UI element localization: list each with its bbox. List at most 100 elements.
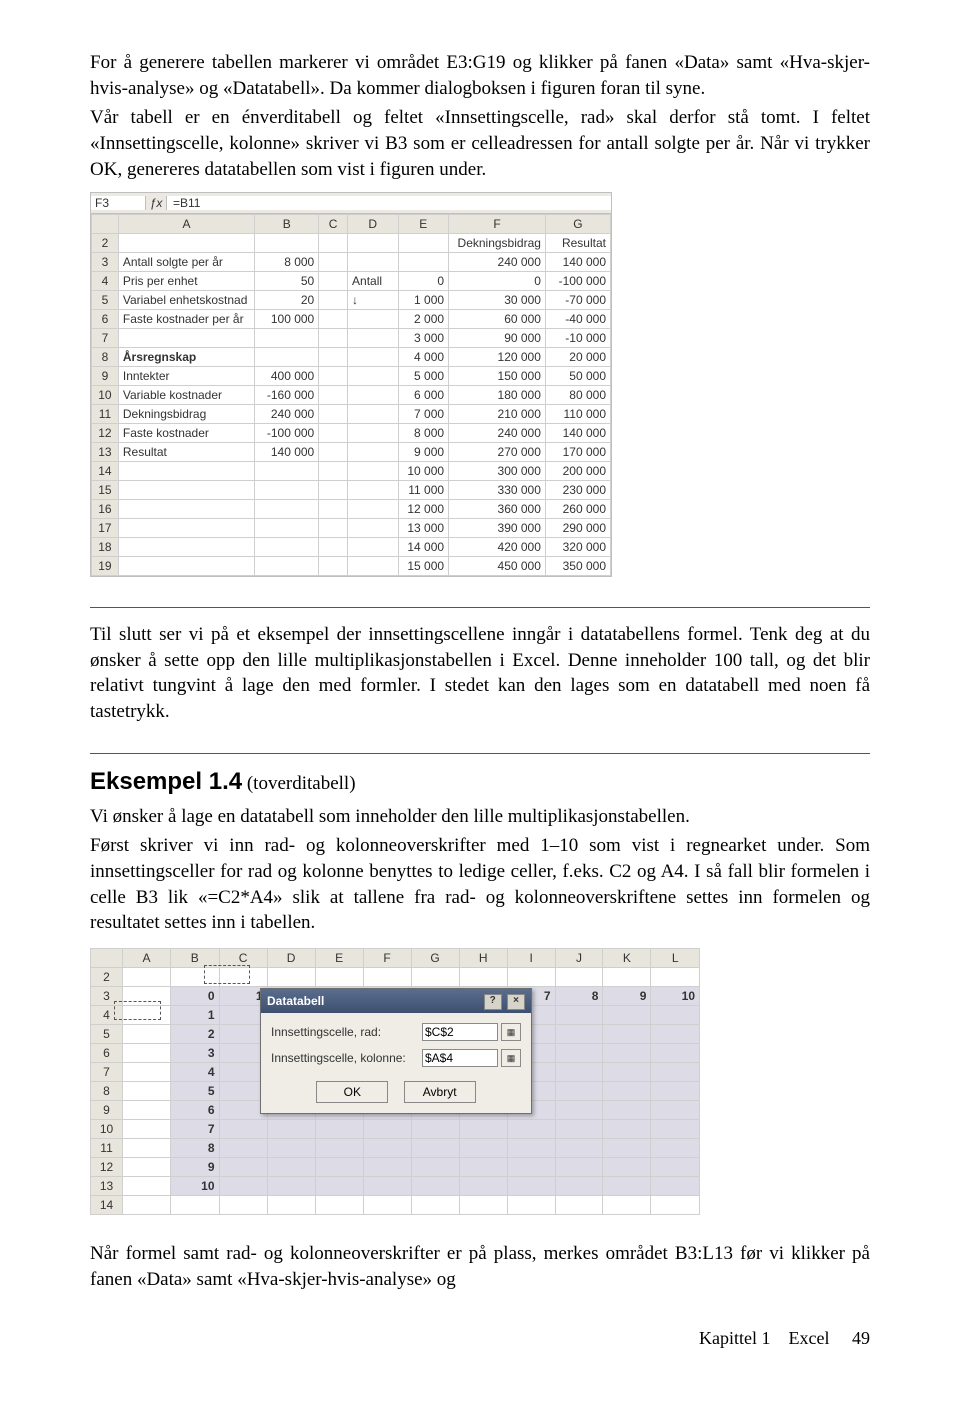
cell[interactable]: 120 000: [449, 348, 546, 367]
cell[interactable]: [363, 1157, 411, 1176]
cell[interactable]: Årsregnskap: [118, 348, 254, 367]
cell[interactable]: [267, 1138, 315, 1157]
cell[interactable]: 15 000: [398, 557, 449, 576]
cell[interactable]: [603, 1176, 651, 1195]
cell[interactable]: [348, 481, 398, 500]
cell[interactable]: [603, 1157, 651, 1176]
cell[interactable]: 200 000: [545, 462, 610, 481]
cell[interactable]: [267, 1157, 315, 1176]
cell[interactable]: [267, 967, 315, 986]
cell[interactable]: Dekningsbidrag: [118, 405, 254, 424]
cell[interactable]: 0: [449, 272, 546, 291]
cell[interactable]: [363, 1119, 411, 1138]
cell[interactable]: [555, 1138, 603, 1157]
cell[interactable]: [319, 253, 348, 272]
ref-picker-icon[interactable]: ▦: [501, 1049, 521, 1067]
cell[interactable]: [603, 1043, 651, 1062]
cell[interactable]: [123, 1081, 171, 1100]
cell[interactable]: Faste kostnader per år: [118, 310, 254, 329]
cell[interactable]: [319, 367, 348, 386]
cell[interactable]: [348, 519, 398, 538]
cell[interactable]: [123, 1138, 171, 1157]
cell[interactable]: [459, 1138, 507, 1157]
cell[interactable]: [507, 1157, 555, 1176]
cell[interactable]: 1: [171, 1005, 219, 1024]
cell[interactable]: 6 000: [398, 386, 449, 405]
cell[interactable]: [315, 1138, 363, 1157]
cell[interactable]: [315, 1176, 363, 1195]
cell[interactable]: [603, 1138, 651, 1157]
cell[interactable]: [319, 538, 348, 557]
cell[interactable]: [555, 1081, 603, 1100]
cell[interactable]: 30 000: [449, 291, 546, 310]
cell[interactable]: [123, 1043, 171, 1062]
cell[interactable]: Faste kostnader: [118, 424, 254, 443]
cell[interactable]: [651, 1100, 700, 1119]
cell[interactable]: 8: [171, 1138, 219, 1157]
cell[interactable]: [123, 1100, 171, 1119]
cell[interactable]: 450 000: [449, 557, 546, 576]
cell[interactable]: [507, 1176, 555, 1195]
cell[interactable]: [348, 386, 398, 405]
cell[interactable]: [555, 1062, 603, 1081]
cell[interactable]: [348, 405, 398, 424]
cell[interactable]: ↓: [348, 291, 398, 310]
cell[interactable]: 20: [255, 291, 319, 310]
cell[interactable]: [651, 1138, 700, 1157]
cell[interactable]: 320 000: [545, 538, 610, 557]
cell[interactable]: Antall solgte per år: [118, 253, 254, 272]
cell[interactable]: -10 000: [545, 329, 610, 348]
cell[interactable]: 12 000: [398, 500, 449, 519]
cell[interactable]: [507, 1195, 555, 1214]
cell[interactable]: -100 000: [545, 272, 610, 291]
cell[interactable]: [398, 234, 449, 253]
cell[interactable]: [411, 1157, 459, 1176]
cell[interactable]: [118, 462, 254, 481]
cell[interactable]: 150 000: [449, 367, 546, 386]
cell[interactable]: 400 000: [255, 367, 319, 386]
cell[interactable]: 140 000: [255, 443, 319, 462]
cell[interactable]: Variable kostnader: [118, 386, 254, 405]
cell[interactable]: [411, 1138, 459, 1157]
cell[interactable]: [651, 1005, 700, 1024]
cell[interactable]: [651, 1176, 700, 1195]
cell[interactable]: 8 000: [255, 253, 319, 272]
cell[interactable]: [123, 1119, 171, 1138]
cell[interactable]: [319, 500, 348, 519]
cell[interactable]: [603, 1062, 651, 1081]
cell[interactable]: [315, 1157, 363, 1176]
cell[interactable]: 100 000: [255, 310, 319, 329]
cell[interactable]: 0: [398, 272, 449, 291]
cell[interactable]: [118, 557, 254, 576]
cell[interactable]: [319, 481, 348, 500]
cell[interactable]: [123, 967, 171, 986]
cell[interactable]: [398, 253, 449, 272]
cell[interactable]: [507, 1138, 555, 1157]
cell[interactable]: [123, 1176, 171, 1195]
cell[interactable]: [319, 329, 348, 348]
cell[interactable]: 10 000: [398, 462, 449, 481]
cell[interactable]: 1 000: [398, 291, 449, 310]
cell[interactable]: [348, 538, 398, 557]
cell[interactable]: [267, 1195, 315, 1214]
cell[interactable]: 240 000: [255, 405, 319, 424]
cell[interactable]: [123, 1024, 171, 1043]
cell[interactable]: [319, 386, 348, 405]
ref-picker-icon[interactable]: ▦: [501, 1023, 521, 1041]
cell[interactable]: 9: [603, 986, 651, 1005]
cell[interactable]: 170 000: [545, 443, 610, 462]
cell[interactable]: [118, 519, 254, 538]
cell[interactable]: Inntekter: [118, 367, 254, 386]
cell[interactable]: 14 000: [398, 538, 449, 557]
cell[interactable]: [255, 234, 319, 253]
cell[interactable]: [348, 234, 398, 253]
cell[interactable]: [555, 1024, 603, 1043]
cell[interactable]: -160 000: [255, 386, 319, 405]
cell[interactable]: [118, 329, 254, 348]
cell[interactable]: Antall: [348, 272, 398, 291]
cell[interactable]: 5 000: [398, 367, 449, 386]
cell[interactable]: 270 000: [449, 443, 546, 462]
cell[interactable]: [348, 310, 398, 329]
cell[interactable]: 140 000: [545, 253, 610, 272]
cell[interactable]: [603, 1005, 651, 1024]
